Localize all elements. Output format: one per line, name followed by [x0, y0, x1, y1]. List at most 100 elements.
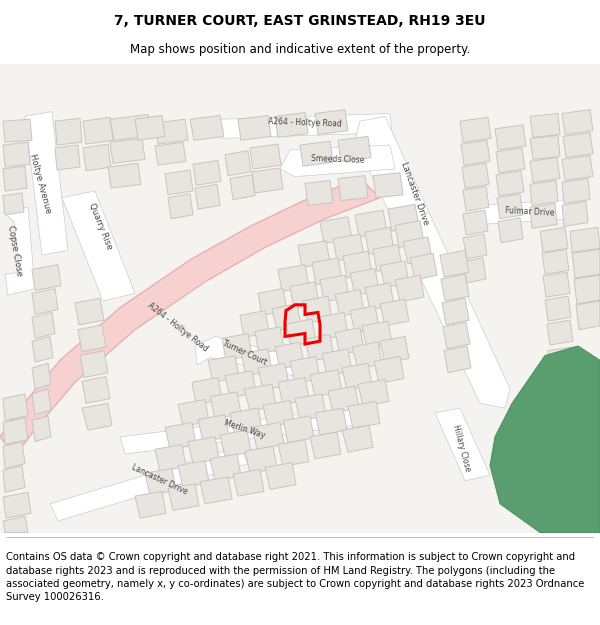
Polygon shape [258, 289, 287, 316]
Polygon shape [210, 392, 241, 419]
Polygon shape [225, 371, 256, 398]
Polygon shape [563, 132, 593, 158]
Text: Quarry Rise: Quarry Rise [86, 202, 113, 251]
Polygon shape [3, 119, 32, 142]
Polygon shape [562, 156, 593, 181]
Polygon shape [358, 379, 389, 406]
Polygon shape [498, 217, 523, 242]
Polygon shape [463, 234, 487, 259]
Text: Copse Close: Copse Close [6, 224, 24, 276]
Polygon shape [50, 446, 248, 521]
Polygon shape [83, 118, 113, 144]
Polygon shape [310, 432, 341, 459]
Polygon shape [295, 394, 326, 421]
Polygon shape [32, 389, 51, 415]
Polygon shape [208, 356, 239, 382]
Polygon shape [572, 249, 600, 278]
Polygon shape [328, 386, 359, 413]
Text: Lancaster Drive: Lancaster Drive [400, 160, 431, 226]
Polygon shape [168, 484, 199, 511]
Polygon shape [318, 312, 348, 339]
Polygon shape [222, 334, 252, 360]
Polygon shape [355, 210, 387, 237]
Polygon shape [238, 116, 271, 140]
Text: Smeeds Close: Smeeds Close [311, 154, 365, 165]
Polygon shape [190, 116, 224, 140]
Polygon shape [83, 144, 111, 171]
Polygon shape [165, 422, 196, 449]
Text: Map shows position and indicative extent of the property.: Map shows position and indicative extent… [130, 44, 470, 56]
Polygon shape [496, 171, 524, 196]
Polygon shape [320, 275, 349, 302]
Polygon shape [275, 342, 304, 369]
Polygon shape [462, 163, 489, 188]
Polygon shape [475, 199, 573, 224]
Text: Holtye Avenue: Holtye Avenue [28, 152, 52, 214]
Polygon shape [373, 244, 402, 271]
Polygon shape [244, 384, 276, 411]
Polygon shape [258, 363, 289, 390]
Polygon shape [80, 351, 108, 378]
Polygon shape [3, 516, 28, 532]
Polygon shape [338, 136, 371, 161]
Polygon shape [283, 416, 314, 442]
Polygon shape [155, 142, 186, 165]
Polygon shape [342, 426, 373, 452]
Polygon shape [280, 145, 395, 177]
Text: Contains OS data © Crown copyright and database right 2021. This information is : Contains OS data © Crown copyright and d… [6, 552, 584, 602]
Polygon shape [275, 112, 308, 138]
Polygon shape [82, 377, 110, 403]
Polygon shape [352, 342, 382, 369]
Polygon shape [55, 118, 82, 145]
Polygon shape [145, 468, 176, 495]
Polygon shape [241, 349, 272, 376]
Polygon shape [25, 112, 68, 255]
Polygon shape [3, 166, 27, 191]
Polygon shape [343, 251, 372, 278]
Polygon shape [303, 296, 332, 323]
Polygon shape [547, 320, 573, 345]
Polygon shape [178, 399, 209, 426]
Polygon shape [278, 378, 309, 404]
Polygon shape [576, 301, 600, 330]
Polygon shape [135, 116, 165, 140]
Polygon shape [305, 181, 333, 206]
Polygon shape [570, 228, 600, 253]
Polygon shape [362, 321, 392, 348]
Polygon shape [3, 418, 28, 444]
Polygon shape [461, 140, 490, 165]
Polygon shape [442, 298, 469, 325]
Polygon shape [32, 264, 61, 291]
Text: 7, TURNER COURT, EAST GRINSTEAD, RH19 3EU: 7, TURNER COURT, EAST GRINSTEAD, RH19 3E… [114, 14, 486, 28]
Polygon shape [530, 203, 557, 228]
Text: Fulmar Drive: Fulmar Drive [505, 206, 555, 218]
Polygon shape [298, 241, 330, 268]
Polygon shape [574, 275, 600, 304]
Polygon shape [82, 403, 112, 430]
Polygon shape [548, 347, 575, 372]
Polygon shape [350, 269, 379, 295]
Polygon shape [155, 444, 186, 471]
Text: A264 - Holtye Road: A264 - Holtye Road [268, 118, 342, 129]
Text: Lancaster Drive: Lancaster Drive [131, 463, 190, 497]
Polygon shape [550, 371, 577, 396]
Polygon shape [355, 116, 510, 408]
Polygon shape [78, 325, 106, 352]
Polygon shape [0, 179, 380, 456]
Polygon shape [32, 416, 51, 442]
Polygon shape [225, 151, 251, 176]
Polygon shape [348, 401, 380, 428]
Polygon shape [435, 408, 490, 481]
Polygon shape [193, 161, 221, 185]
Polygon shape [441, 274, 469, 301]
Polygon shape [374, 356, 404, 383]
Polygon shape [252, 422, 284, 449]
Polygon shape [230, 175, 255, 199]
Polygon shape [290, 282, 319, 309]
Polygon shape [32, 363, 51, 389]
Polygon shape [55, 145, 80, 170]
Polygon shape [252, 168, 283, 193]
Polygon shape [240, 311, 269, 338]
Polygon shape [543, 272, 570, 297]
Polygon shape [365, 283, 394, 309]
